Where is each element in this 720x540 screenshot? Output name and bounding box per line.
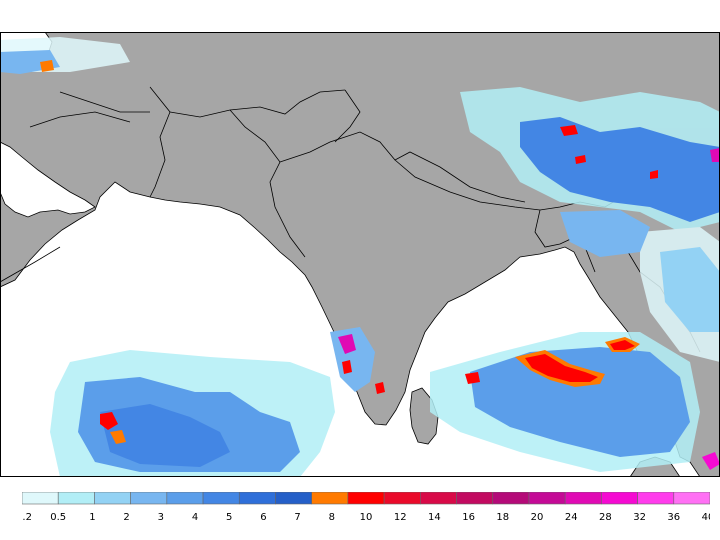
colorbar-tick-label: 5 <box>226 512 232 523</box>
colorbar-tick-label: 10 <box>360 512 373 523</box>
colorbar-swatch <box>456 492 494 505</box>
colorbar-swatch <box>673 492 710 505</box>
colorbar-tick-label: 28 <box>599 512 612 523</box>
precip-heavy <box>40 60 720 470</box>
colorbar-legend: 0.20.5123456781012141618202428323640 <box>22 492 710 523</box>
colorbar-tick-label: 0.2 <box>22 512 32 523</box>
colorbar-tick-label: 2 <box>123 512 129 523</box>
colorbar-tick-label: 1 <box>89 512 95 523</box>
colorbar-swatch <box>238 492 276 505</box>
colorbar-swatch <box>311 492 349 505</box>
colorbar-tick-label: 40 <box>702 512 710 523</box>
colorbar-tick-label: 4 <box>192 512 198 523</box>
colorbar-tick-label: 0.5 <box>50 512 66 523</box>
colorbar-tick-label: 20 <box>531 512 544 523</box>
colorbar-tick-label: 7 <box>294 512 300 523</box>
colorbar-swatch <box>601 492 638 505</box>
colorbar-swatch <box>22 492 59 505</box>
colorbar-tick-label: 6 <box>260 512 266 523</box>
colorbar-swatch <box>94 492 131 505</box>
colorbar-swatch <box>564 492 602 505</box>
colorbar-tick-labels: 0.20.5123456781012141618202428323640 <box>22 512 710 523</box>
colorbar-swatch <box>57 492 95 505</box>
colorbar-tick-label: 32 <box>633 512 646 523</box>
colorbar-tick-label: 12 <box>394 512 407 523</box>
colorbar-swatches <box>22 492 710 505</box>
colorbar-swatch <box>275 492 312 505</box>
colorbar-swatch <box>528 492 566 505</box>
precipitation-map <box>0 32 720 477</box>
colorbar-tick-label: 8 <box>329 512 335 523</box>
colorbar-tick-label: 18 <box>496 512 509 523</box>
persian-gulf <box>0 141 96 218</box>
colorbar-tick-label: 3 <box>158 512 164 523</box>
colorbar-swatch <box>130 492 168 505</box>
colorbar-swatch <box>420 492 457 505</box>
colorbar-swatch <box>347 492 385 505</box>
colorbar-swatch <box>166 492 204 505</box>
colorbar-swatch <box>202 492 240 505</box>
precip-moderate <box>0 50 720 472</box>
colorbar-tick-label: 36 <box>667 512 680 523</box>
colorbar-swatch <box>383 492 421 505</box>
colorbar-swatch <box>492 492 530 505</box>
colorbar-tick-label: 14 <box>428 512 441 523</box>
colorbar-tick-label: 24 <box>565 512 578 523</box>
colorbar-swatch <box>637 492 675 505</box>
colorbar-tick-label: 16 <box>462 512 475 523</box>
